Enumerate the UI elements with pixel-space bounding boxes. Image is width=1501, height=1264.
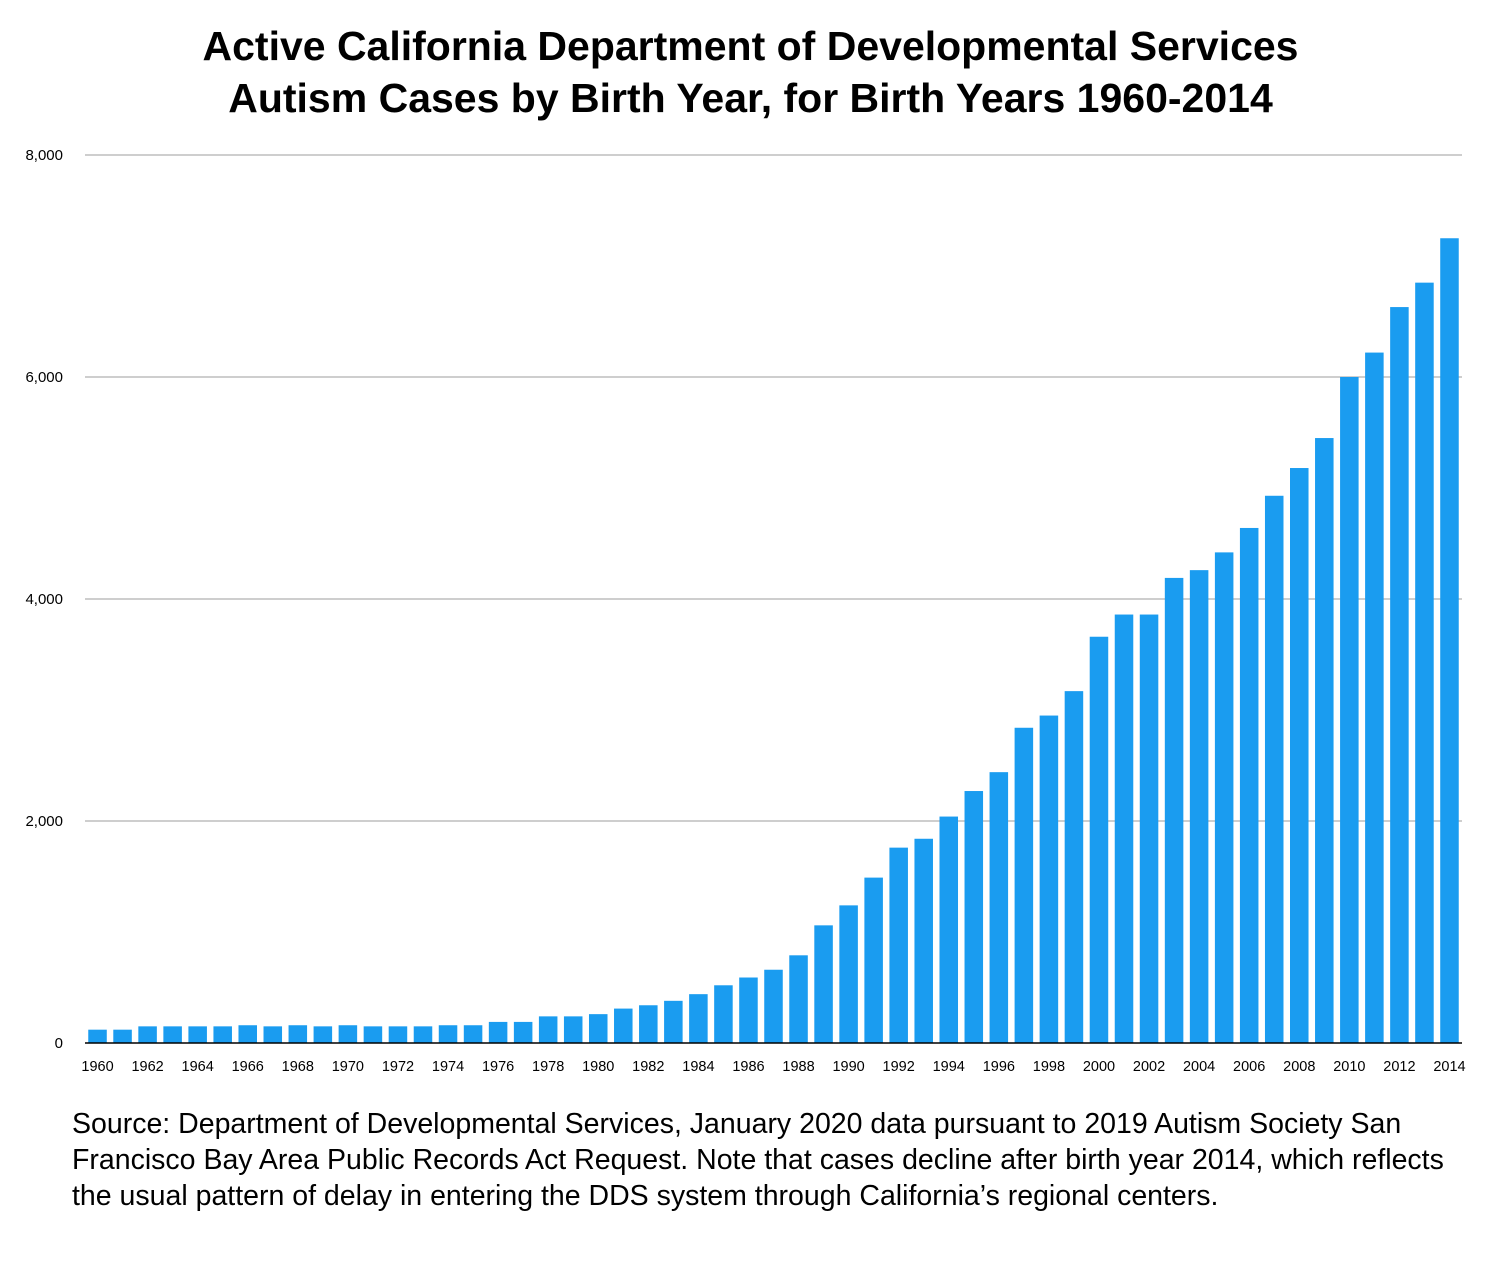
bar-1979 [563, 1016, 583, 1043]
bar-2014 [1440, 238, 1459, 1043]
bar-2007 [1264, 495, 1284, 1043]
bar-1997 [1014, 727, 1034, 1043]
chart-title-line-1: Active California Department of Developm… [202, 23, 1299, 69]
x-tick-label: 1986 [732, 1059, 764, 1075]
x-tick-label: 1976 [482, 1059, 514, 1075]
x-tick-label: 1964 [182, 1059, 214, 1075]
x-tick-label: 2000 [1083, 1059, 1115, 1075]
bar-1970 [338, 1025, 358, 1043]
bar-1962 [138, 1026, 157, 1043]
bar-1969 [313, 1026, 333, 1043]
y-tick-label: 0 [55, 1035, 63, 1052]
bar-1995 [964, 791, 984, 1043]
x-tick-label: 1998 [1033, 1059, 1065, 1075]
x-tick-label: 2006 [1233, 1059, 1265, 1075]
y-tick-label: 4,000 [25, 591, 63, 608]
bar-1964 [188, 1026, 207, 1043]
bar-1980 [588, 1014, 608, 1043]
x-tick-label: 1984 [682, 1059, 714, 1075]
bar-1991 [864, 877, 883, 1043]
bar-1992 [889, 847, 908, 1043]
bar-1998 [1039, 715, 1059, 1043]
bar-2002 [1139, 614, 1159, 1043]
bar-1974 [438, 1025, 458, 1043]
x-tick-label: 2002 [1133, 1059, 1165, 1075]
y-tick-label: 8,000 [25, 147, 63, 164]
bar-1965 [213, 1026, 232, 1043]
bar-2013 [1415, 282, 1434, 1043]
bar-2004 [1189, 570, 1209, 1043]
bar-1982 [639, 1005, 658, 1043]
bar-1989 [814, 925, 833, 1043]
x-tick-label: 1982 [632, 1059, 664, 1075]
bar-2006 [1239, 527, 1259, 1043]
bar-2009 [1315, 438, 1334, 1043]
bar-1960 [88, 1029, 107, 1043]
bar-1990 [839, 905, 858, 1043]
bar-1986 [739, 977, 758, 1043]
bar-1963 [163, 1026, 182, 1043]
x-axis-ticks: 1960 1962 1964 1966 1968 1970 1972 1974 1976 1978… [81, 1059, 1465, 1075]
x-tick-label: 1978 [532, 1059, 564, 1075]
x-tick-label: 1968 [282, 1059, 314, 1075]
chart-title-line-2: Autism Cases by Birth Year, for Birth Ye… [228, 75, 1273, 121]
bar-2001 [1114, 614, 1134, 1043]
bar-1961 [113, 1029, 132, 1043]
bar-1968 [288, 1025, 308, 1043]
x-tick-label: 1962 [131, 1059, 163, 1075]
x-tick-label: 1988 [782, 1059, 814, 1075]
bar-1993 [914, 838, 933, 1043]
bar-2008 [1290, 468, 1309, 1043]
bar-2011 [1365, 352, 1384, 1043]
bar-1976 [488, 1021, 508, 1043]
x-tick-label: 2010 [1333, 1059, 1365, 1075]
x-tick-label: 2008 [1283, 1059, 1315, 1075]
bar-1973 [413, 1026, 433, 1043]
bar-1978 [538, 1016, 558, 1043]
bar-1999 [1064, 691, 1084, 1043]
x-tick-label: 2004 [1183, 1059, 1215, 1075]
x-tick-label: 1990 [832, 1059, 864, 1075]
x-tick-label: 1996 [983, 1059, 1015, 1075]
x-tick-label: 1994 [933, 1059, 965, 1075]
bar-1987 [764, 969, 783, 1043]
x-tick-label: 2014 [1433, 1059, 1465, 1075]
x-tick-label: 1972 [382, 1059, 414, 1075]
bar-1975 [463, 1025, 483, 1043]
x-tick-label: 1966 [232, 1059, 264, 1075]
bars [88, 238, 1459, 1043]
y-tick-label: 6,000 [25, 369, 63, 386]
x-tick-label: 1960 [81, 1059, 113, 1075]
bar-1994 [939, 816, 959, 1043]
y-tick-label: 2,000 [25, 813, 63, 830]
bar-1967 [263, 1026, 283, 1043]
bar-1972 [388, 1026, 408, 1043]
bar-1984 [689, 994, 708, 1043]
bar-2003 [1164, 577, 1184, 1043]
bar-1988 [789, 955, 808, 1043]
bar-1985 [714, 985, 733, 1043]
bar-1996 [989, 772, 1009, 1043]
x-tick-label: 1980 [582, 1059, 614, 1075]
bar-2012 [1390, 307, 1409, 1043]
x-tick-label: 1974 [432, 1059, 464, 1075]
bar-2010 [1340, 377, 1359, 1043]
x-tick-label: 2012 [1383, 1059, 1415, 1075]
chart-title: Active California Department of Developm… [0, 20, 1501, 124]
source-note: Source: Department of Developmental Serv… [72, 1108, 1444, 1212]
bar-1977 [513, 1021, 533, 1043]
bar-1971 [363, 1026, 383, 1043]
x-tick-label: 1992 [883, 1059, 915, 1075]
bar-1983 [664, 1000, 683, 1043]
y-axis-ticks: 0 2,000 4,000 6,000 8,000 [25, 147, 63, 1052]
bar-2005 [1214, 552, 1234, 1043]
bar-2000 [1089, 636, 1109, 1043]
bar-1966 [238, 1025, 257, 1043]
bar-1981 [614, 1008, 633, 1043]
x-tick-label: 1970 [332, 1059, 364, 1075]
